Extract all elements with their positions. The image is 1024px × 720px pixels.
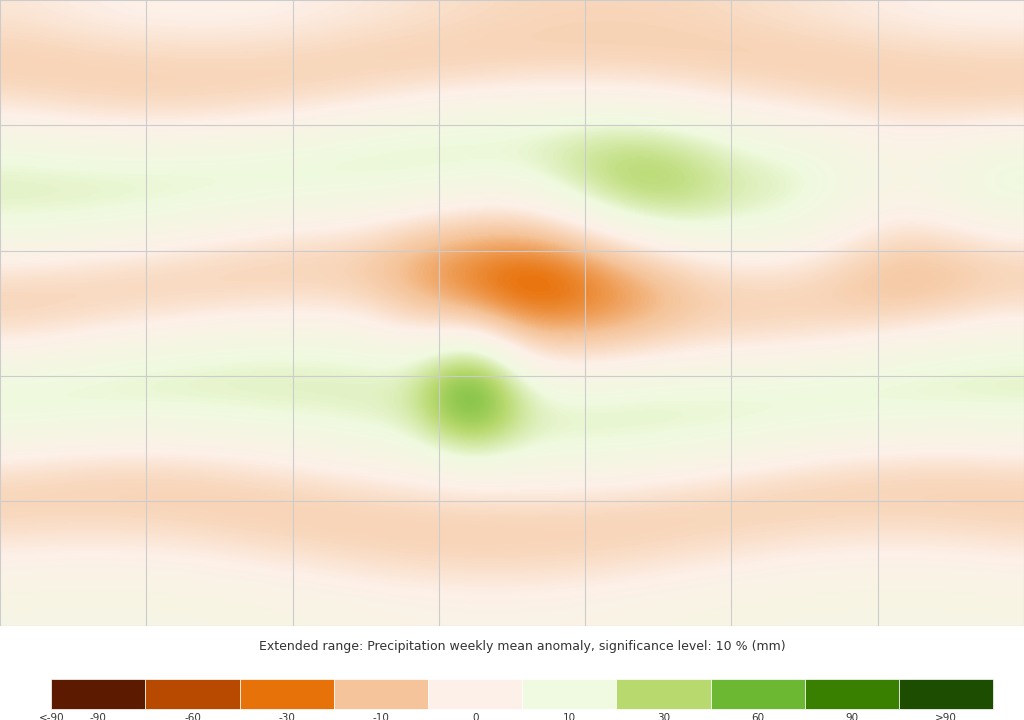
Text: 10: 10	[563, 713, 575, 720]
FancyBboxPatch shape	[51, 679, 145, 708]
Text: 60: 60	[752, 713, 764, 720]
Text: 0: 0	[472, 713, 478, 720]
FancyBboxPatch shape	[711, 679, 805, 708]
Text: 30: 30	[657, 713, 670, 720]
FancyBboxPatch shape	[428, 679, 522, 708]
FancyBboxPatch shape	[240, 679, 334, 708]
Text: -60: -60	[184, 713, 201, 720]
Text: <-90: <-90	[38, 713, 65, 720]
FancyBboxPatch shape	[899, 679, 993, 708]
FancyBboxPatch shape	[522, 679, 616, 708]
Text: -10: -10	[373, 713, 389, 720]
Text: >90: >90	[935, 713, 957, 720]
Text: -90: -90	[90, 713, 106, 720]
FancyBboxPatch shape	[334, 679, 428, 708]
FancyBboxPatch shape	[145, 679, 240, 708]
FancyBboxPatch shape	[616, 679, 711, 708]
FancyBboxPatch shape	[805, 679, 899, 708]
Text: -30: -30	[279, 713, 295, 720]
Text: Extended range: Precipitation weekly mean anomaly, significance level: 10 % (mm): Extended range: Precipitation weekly mea…	[259, 640, 785, 653]
Text: 90: 90	[846, 713, 858, 720]
